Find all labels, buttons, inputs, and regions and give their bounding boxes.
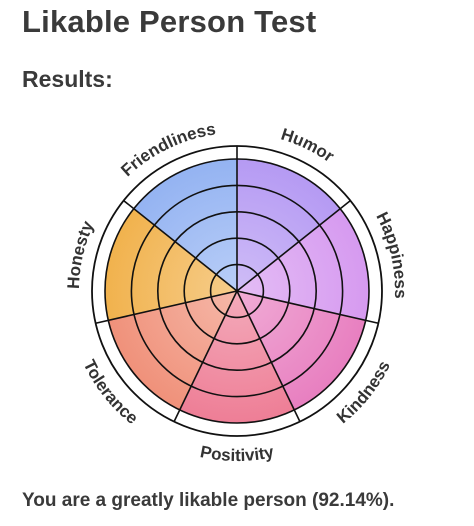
spoke-line: [236, 290, 379, 325]
spoke-line: [236, 290, 301, 422]
page-title: Likable Person Test: [22, 4, 317, 39]
label-positivity: Positivity: [199, 442, 276, 465]
sector-friendliness: [133, 159, 237, 291]
ring-1: [209, 263, 265, 319]
spoke-line: [236, 199, 351, 292]
spoke-line: [123, 199, 238, 292]
label-text-humor: Humor: [279, 125, 338, 167]
sector-honesty: [105, 208, 237, 321]
sector-happiness: [237, 208, 369, 321]
ring-4: [130, 184, 344, 398]
spoke-line: [173, 290, 238, 422]
result-summary: You are a greatly likable person (92.14%…: [22, 490, 395, 511]
results-heading: Results:: [22, 66, 113, 92]
label-text-positivity: Positivity: [199, 442, 276, 465]
ring-2: [183, 237, 291, 345]
label-humor: Humor: [279, 125, 338, 167]
ring-5: [104, 158, 370, 424]
outer-boundary: [91, 145, 383, 437]
ring-3: [157, 211, 317, 371]
sector-positivity: [179, 291, 295, 424]
sector-humor: [237, 159, 341, 291]
spoke-line: [95, 290, 238, 325]
